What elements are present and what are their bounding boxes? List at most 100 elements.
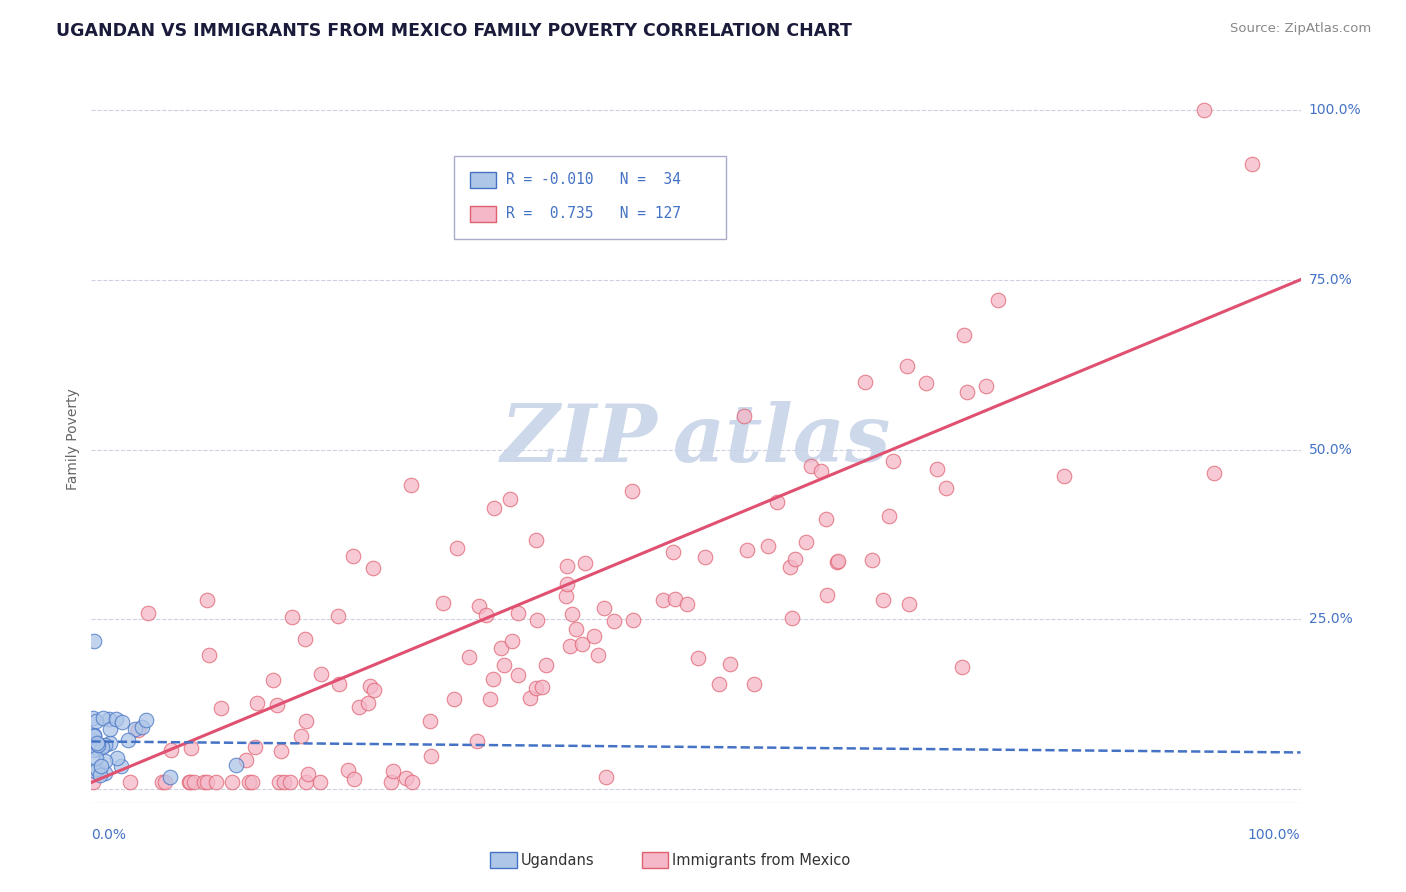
Text: 25.0%: 25.0%	[1309, 612, 1353, 626]
Point	[592, 601, 614, 615]
Point	[718, 657, 741, 672]
Point	[395, 771, 418, 785]
Point	[766, 494, 789, 508]
Point	[89, 768, 111, 782]
Point	[183, 775, 205, 789]
Point	[328, 677, 350, 691]
Point	[267, 775, 290, 789]
Point	[1202, 466, 1225, 480]
Point	[179, 775, 201, 789]
FancyBboxPatch shape	[641, 852, 668, 868]
Point	[827, 554, 849, 568]
Point	[825, 555, 848, 569]
Point	[652, 593, 675, 607]
Point	[571, 637, 593, 651]
Point	[555, 577, 578, 591]
Point	[221, 775, 243, 789]
FancyBboxPatch shape	[470, 206, 496, 222]
Point	[443, 692, 465, 706]
Text: 100.0%: 100.0%	[1309, 103, 1361, 117]
Point	[86, 736, 108, 750]
Point	[160, 743, 183, 757]
Point	[595, 770, 617, 784]
Point	[882, 454, 904, 468]
Point	[356, 696, 378, 710]
Point	[82, 732, 104, 747]
Point	[707, 677, 730, 691]
Point	[98, 712, 121, 726]
Point	[120, 775, 142, 789]
Point	[524, 533, 547, 548]
Text: ZIP atlas: ZIP atlas	[501, 401, 891, 478]
Point	[83, 733, 105, 747]
Point	[794, 534, 817, 549]
Point	[586, 648, 609, 663]
Point	[561, 607, 583, 621]
Point	[195, 593, 218, 607]
Point	[94, 754, 117, 768]
Point	[499, 492, 522, 507]
Text: UGANDAN VS IMMIGRANTS FROM MEXICO FAMILY POVERTY CORRELATION CHART: UGANDAN VS IMMIGRANTS FROM MEXICO FAMILY…	[56, 22, 852, 40]
Point	[86, 714, 108, 729]
Point	[506, 606, 529, 620]
Point	[205, 775, 228, 789]
Text: 100.0%: 100.0%	[1249, 828, 1301, 842]
Point	[815, 587, 838, 601]
Point	[83, 764, 105, 778]
FancyBboxPatch shape	[454, 156, 725, 239]
Point	[974, 379, 997, 393]
Point	[475, 608, 498, 623]
Point	[491, 640, 513, 655]
Point	[361, 561, 384, 575]
Point	[555, 589, 578, 603]
Text: R = -0.010   N =  34: R = -0.010 N = 34	[506, 172, 681, 187]
Point	[111, 715, 132, 730]
Point	[603, 614, 626, 628]
Point	[662, 545, 685, 559]
Text: Ugandans: Ugandans	[520, 853, 595, 868]
Point	[104, 712, 127, 726]
Point	[86, 751, 108, 765]
Point	[935, 481, 957, 495]
Point	[574, 556, 596, 570]
Text: 75.0%: 75.0%	[1309, 273, 1353, 286]
Point	[98, 723, 121, 737]
Point	[420, 748, 443, 763]
Point	[735, 542, 758, 557]
Point	[1053, 468, 1076, 483]
Point	[501, 634, 523, 648]
Point	[877, 509, 900, 524]
Point	[105, 751, 128, 765]
Point	[328, 608, 350, 623]
Point	[560, 640, 582, 654]
Point	[565, 623, 588, 637]
Point	[124, 722, 146, 736]
Point	[87, 738, 110, 752]
Point	[245, 740, 267, 755]
Point	[270, 744, 292, 758]
Point	[297, 767, 319, 781]
Point	[179, 775, 201, 789]
Point	[956, 385, 979, 400]
Point	[193, 775, 215, 789]
Text: 50.0%: 50.0%	[1309, 442, 1353, 457]
Point	[814, 511, 837, 525]
Point	[465, 733, 488, 747]
Point	[468, 599, 491, 613]
Point	[382, 764, 405, 778]
Point	[363, 683, 385, 698]
Point	[401, 775, 423, 789]
Point	[280, 610, 302, 624]
Point	[83, 743, 105, 757]
Point	[401, 477, 423, 491]
Point	[526, 681, 548, 696]
Point	[742, 677, 765, 691]
Point	[90, 758, 112, 772]
Point	[295, 775, 318, 789]
Point	[82, 711, 104, 725]
FancyBboxPatch shape	[470, 172, 496, 188]
Point	[225, 757, 247, 772]
Point	[800, 458, 823, 473]
Point	[950, 660, 973, 674]
Point	[783, 552, 806, 566]
